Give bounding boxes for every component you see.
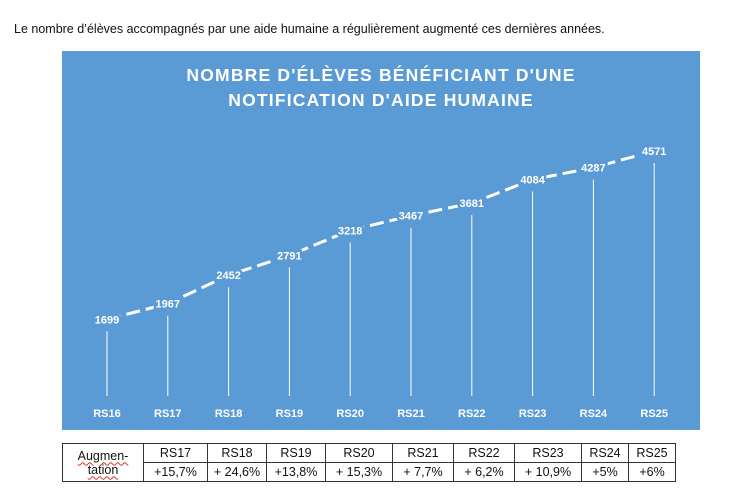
data-label-rs22: 3681 [460,198,484,210]
data-label-rs18: 2452 [216,270,240,282]
x-tick-label-rs16: RS16 [93,408,121,420]
row-label-line-1: Augmen- [77,448,129,463]
data-label-rs20: 3218 [338,225,362,237]
col-header: RS17 [143,443,208,463]
x-tick-label-rs21: RS21 [397,408,425,420]
data-label-rs25: 4571 [642,146,666,158]
data-label-rs16: 1699 [95,314,119,326]
col-header: RS25 [628,443,676,463]
col-header: RS23 [514,443,582,463]
chart-title-line-2: NOTIFICATION D'AIDE HUMAINE [228,90,534,110]
chart: NOMBRE D'ÉLÈVES BÉNÉFICIANT D'UNE NOTIFI… [62,51,700,430]
growth-table-row-label: Augmen- tation [62,443,144,482]
data-label-rs17: 1967 [156,299,180,311]
col-header: RS18 [207,443,267,463]
col-header: RS19 [266,443,326,463]
x-tick-label-rs20: RS20 [336,408,364,420]
data-label-rs21: 3467 [399,211,423,223]
col-header: RS20 [325,443,393,463]
x-tick-label-rs23: RS23 [519,408,547,420]
intro-text: Le nombre d’élèves accompagnés par une a… [14,22,605,36]
row-label-line-2: tation [87,462,119,477]
x-tick-label-rs18: RS18 [215,408,243,420]
growth-value: +5% [581,462,629,482]
x-tick-label-rs19: RS19 [276,408,304,420]
chart-title-line-1: NOMBRE D'ÉLÈVES BÉNÉFICIANT D'UNE [186,65,576,85]
data-label-rs23: 4084 [520,175,545,187]
growth-value: +13,8% [266,462,326,482]
growth-value: +15,7% [143,462,208,482]
data-label-rs19: 2791 [277,250,301,262]
growth-value: + 7,7% [392,462,454,482]
growth-value: + 15,3% [325,462,393,482]
x-tick-label-rs25: RS25 [640,408,668,420]
series-line [106,149,655,321]
x-tick-label-rs22: RS22 [458,408,486,420]
growth-value: + 10,9% [514,462,582,482]
growth-value: + 6,2% [453,462,515,482]
x-tick-label-rs24: RS24 [580,408,608,420]
x-tick-label-rs17: RS17 [154,408,182,420]
growth-table: Augmen- tation RS17 RS18 RS19 RS20 RS21 … [62,443,676,482]
col-header: RS24 [581,443,629,463]
growth-table-value-row: +15,7% + 24,6% +13,8% + 15,3% + 7,7% + 6… [63,462,676,482]
growth-value: +6% [628,462,676,482]
growth-table-header-row: Augmen- tation RS17 RS18 RS19 RS20 RS21 … [62,443,676,482]
data-label-rs24: 4287 [581,163,605,175]
col-header: RS21 [392,443,454,463]
chart-plot-area: 1699 1967 2452 2791 3218 3467 3681 4084 4287 4571… [92,144,669,421]
col-header: RS22 [453,443,515,463]
growth-value: + 24,6% [207,462,267,482]
